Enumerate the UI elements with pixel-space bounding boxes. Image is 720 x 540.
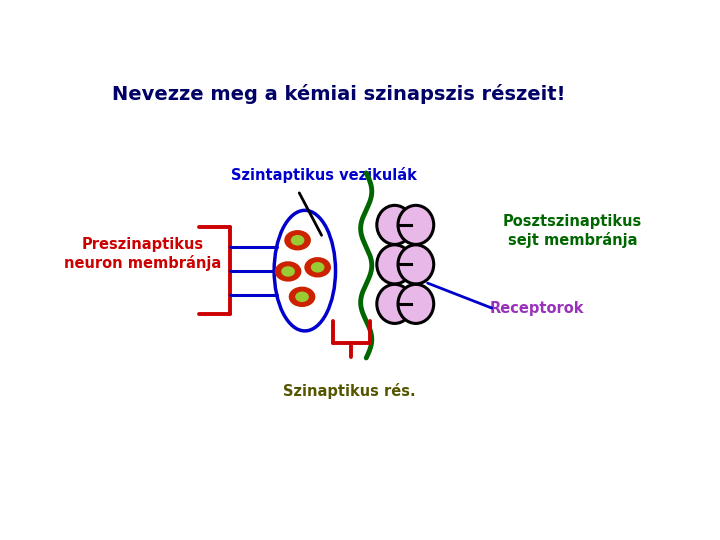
Circle shape (289, 288, 315, 306)
Text: Szinaptikus rés.: Szinaptikus rés. (283, 383, 415, 399)
Circle shape (276, 262, 300, 281)
Ellipse shape (377, 245, 413, 284)
Ellipse shape (398, 285, 433, 323)
Circle shape (292, 235, 304, 245)
Circle shape (296, 292, 308, 301)
Text: Nevezze meg a kémiai szinapszis részeit!: Nevezze meg a kémiai szinapszis részeit! (112, 84, 566, 104)
Text: Receptorok: Receptorok (489, 301, 584, 315)
Circle shape (282, 267, 294, 276)
Ellipse shape (398, 245, 433, 284)
Ellipse shape (377, 285, 413, 323)
Text: Szintaptikus vezikulák: Szintaptikus vezikulák (231, 167, 418, 183)
Circle shape (305, 258, 330, 276)
Ellipse shape (398, 205, 433, 245)
Circle shape (285, 231, 310, 249)
Circle shape (312, 263, 324, 272)
Ellipse shape (274, 210, 336, 331)
Ellipse shape (377, 205, 413, 245)
Text: Posztszinaptikus
sejt membránja: Posztszinaptikus sejt membránja (503, 214, 642, 248)
Text: Preszinaptikus
neuron membránja: Preszinaptikus neuron membránja (64, 237, 222, 271)
